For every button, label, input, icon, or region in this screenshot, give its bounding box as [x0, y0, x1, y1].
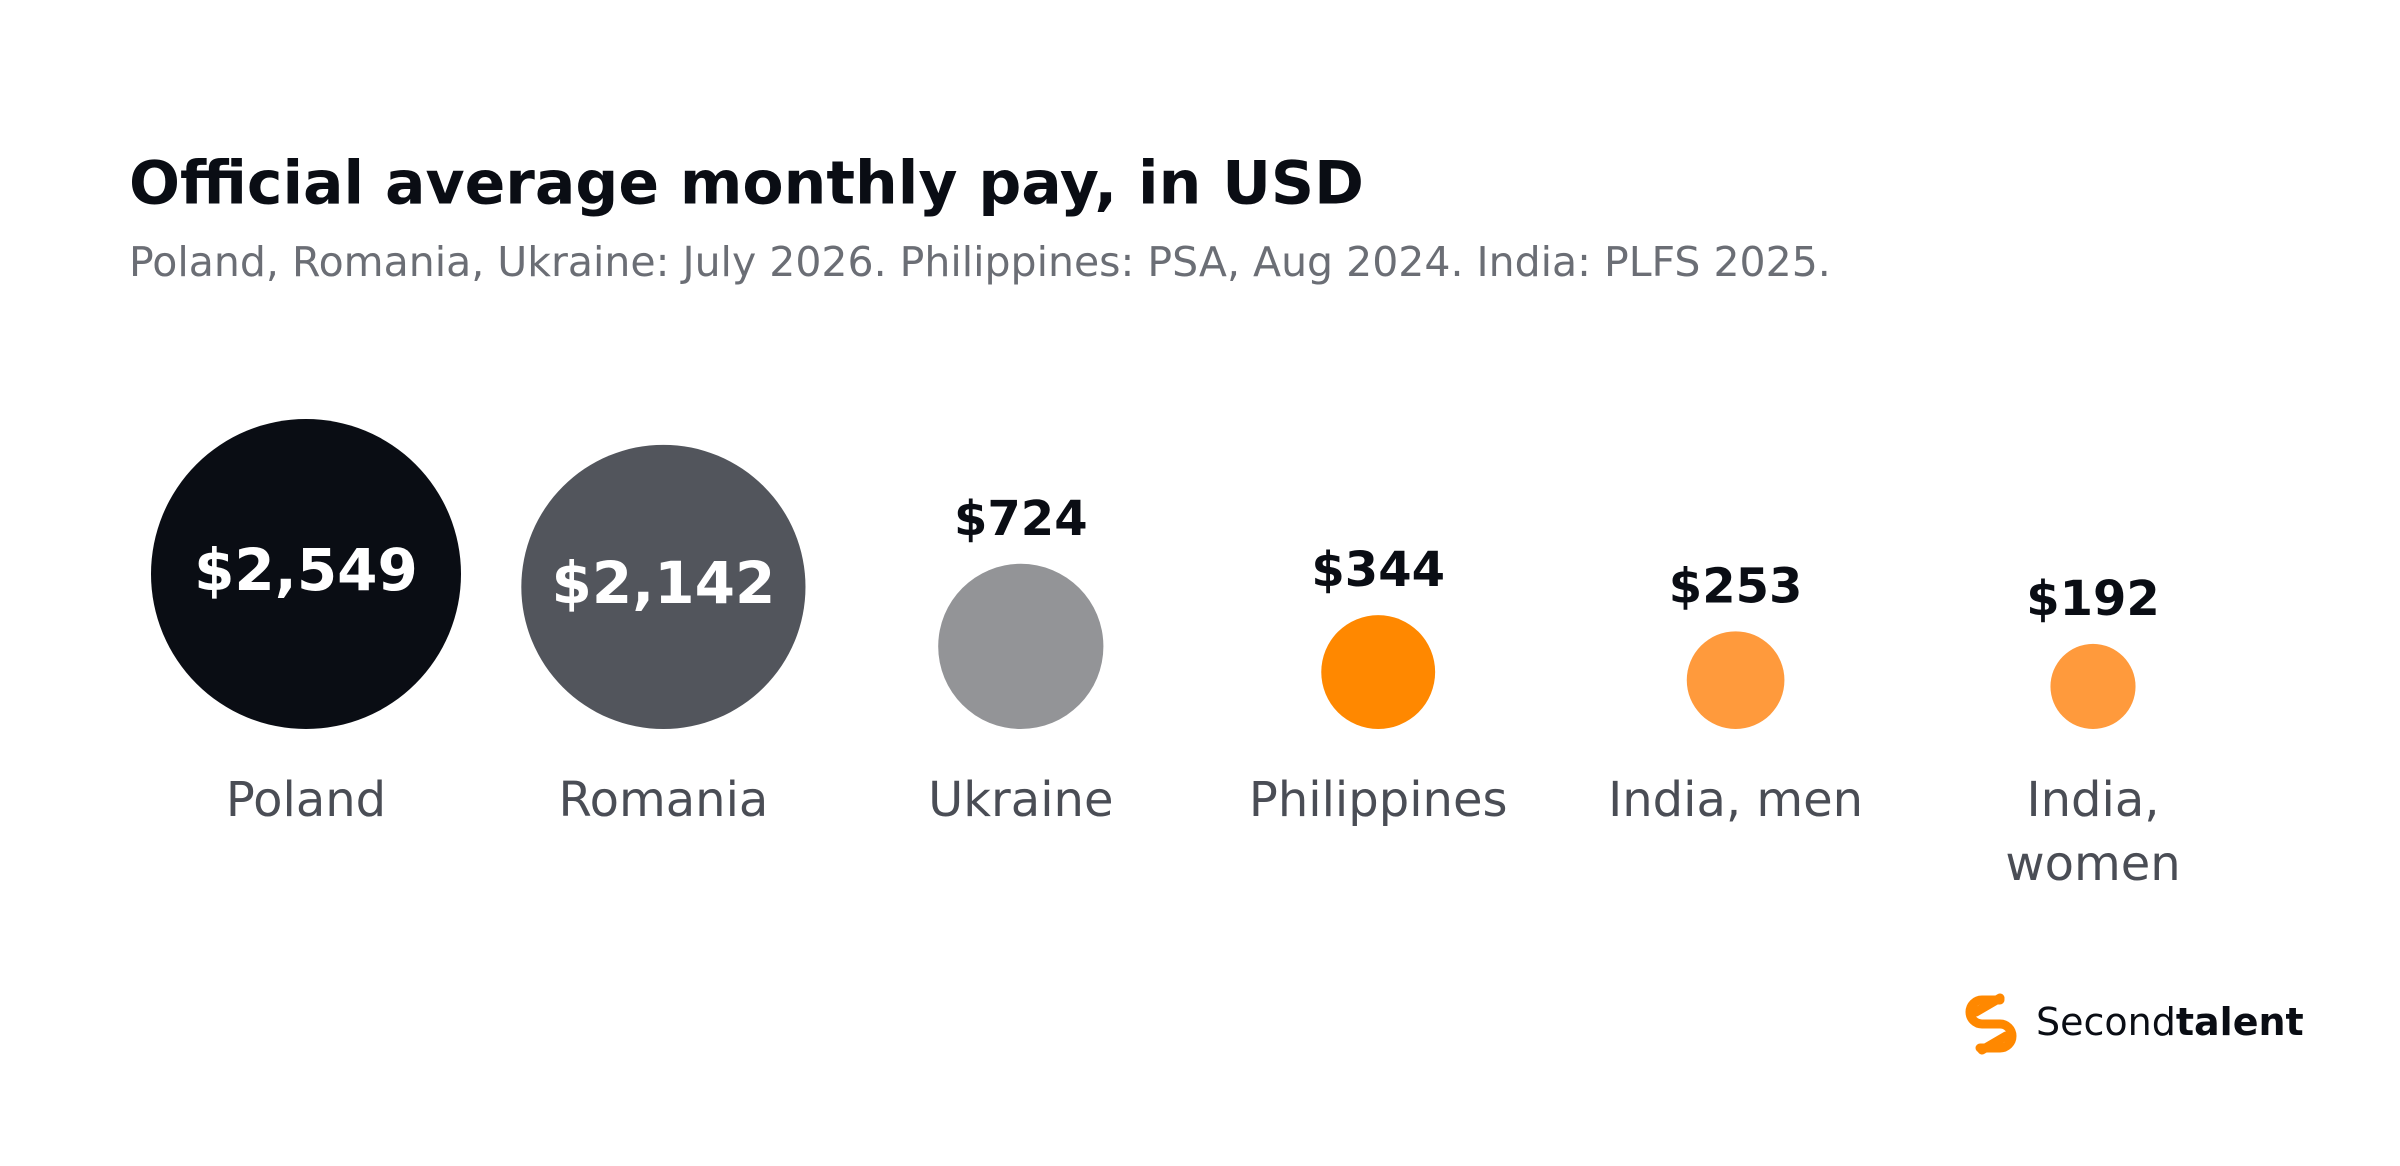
- logo-text: Secondtalent: [2036, 1000, 2304, 1044]
- bubble: [1686, 631, 1785, 729]
- bubble: [1321, 615, 1436, 730]
- logo-icon: [1971, 993, 2011, 1055]
- category-label: Romania: [558, 772, 769, 828]
- value-label: $724: [954, 491, 1088, 547]
- category-label: India, men: [1608, 772, 1864, 828]
- value-label: $192: [2026, 571, 2160, 627]
- category-label: India, women: [2005, 772, 2181, 892]
- logo-bold: talent: [2176, 1000, 2304, 1044]
- logo-regular: Second: [2036, 1000, 2176, 1044]
- logo: Secondtalent: [1965, 993, 2304, 1055]
- value-label: $2,549: [194, 536, 418, 604]
- bubble: [938, 563, 1104, 729]
- category-label: Ukraine: [928, 772, 1114, 828]
- chart-title: Official average monthly pay, in USD: [129, 149, 1364, 219]
- logo-icon: [1965, 995, 2017, 1053]
- value-label: $253: [1669, 558, 1803, 614]
- category-label: Poland: [225, 772, 387, 828]
- chart-subtitle: Poland, Romania, Ukraine: July 2026. Phi…: [129, 238, 1831, 286]
- value-label: $344: [1311, 542, 1445, 598]
- bubble: [2050, 643, 2136, 729]
- bubble: [521, 444, 806, 729]
- value-label: $2,142: [551, 549, 775, 617]
- category-label: Philippines: [1248, 772, 1508, 828]
- bubble: [151, 419, 461, 729]
